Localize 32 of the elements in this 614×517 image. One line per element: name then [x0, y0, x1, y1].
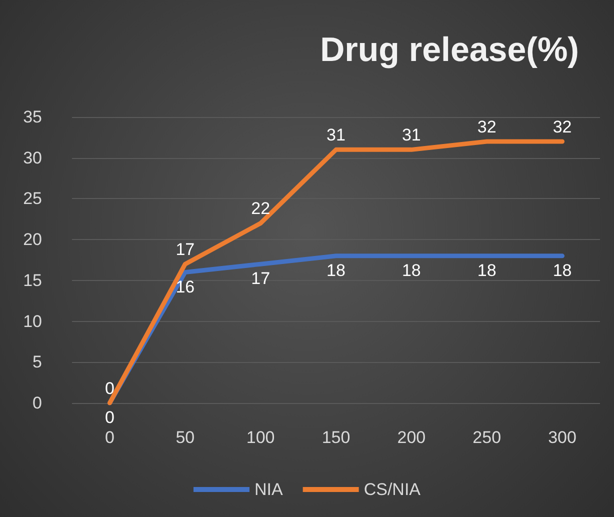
legend-label: NIA: [254, 480, 284, 499]
data-label: 31: [326, 126, 346, 145]
data-label: 16: [176, 277, 195, 296]
x-tick-label: 100: [246, 428, 275, 447]
x-tick-label: 0: [104, 428, 114, 447]
x-tick-label: 300: [548, 428, 576, 447]
data-label: 32: [552, 118, 572, 137]
x-tick-label: 150: [322, 428, 350, 447]
data-label: 18: [326, 260, 346, 280]
chart-title: Drug release(%): [320, 31, 580, 69]
x-tick-label: 50: [176, 428, 195, 447]
data-label: 32: [477, 118, 496, 137]
y-tick-label: 20: [23, 230, 42, 250]
data-label: 17: [251, 269, 270, 288]
data-label: 17: [176, 240, 195, 260]
data-label: 22: [251, 199, 270, 218]
x-tick-label: 200: [397, 428, 426, 447]
x-tick-label: 250: [472, 428, 502, 447]
y-tick-label: 25: [23, 189, 42, 208]
data-label: 0: [104, 408, 114, 427]
y-tick-label: 10: [23, 312, 42, 331]
y-tick-label: 5: [32, 352, 42, 372]
data-label: 18: [477, 260, 496, 280]
data-label: 18: [552, 260, 572, 280]
y-tick-label: 15: [23, 270, 42, 290]
y-tick-label: 30: [23, 148, 42, 168]
data-label: 0: [104, 379, 114, 398]
y-tick-label: 0: [32, 394, 42, 412]
data-label: 31: [402, 126, 421, 145]
y-tick-label: 35: [23, 108, 42, 126]
data-label: 18: [402, 260, 421, 280]
legend-label: CS/NIA: [364, 480, 422, 499]
